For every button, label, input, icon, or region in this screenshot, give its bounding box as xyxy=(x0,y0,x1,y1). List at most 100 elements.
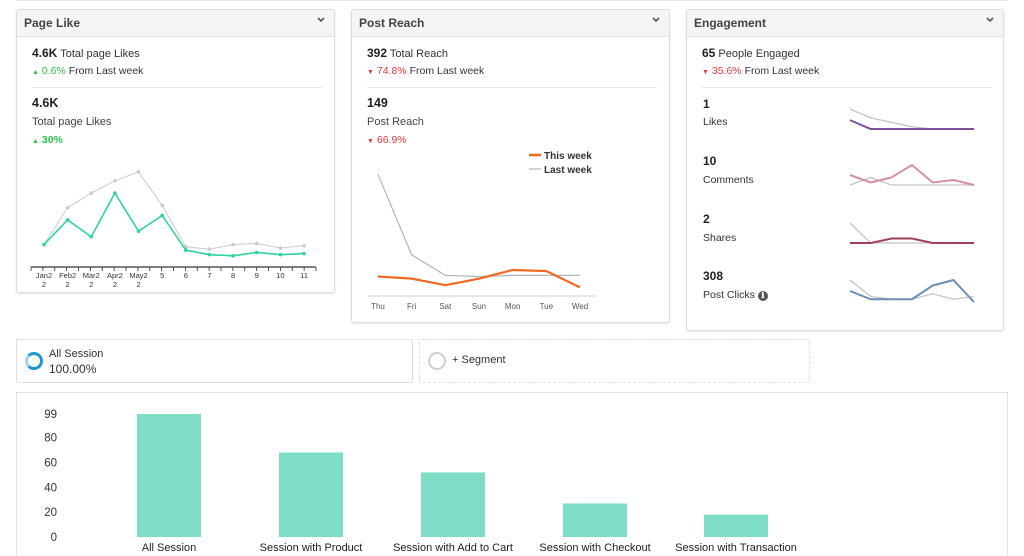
big-label: Post Reach xyxy=(367,116,424,128)
data-point xyxy=(207,252,212,257)
likes-sparkline xyxy=(849,108,974,130)
big-delta: ▼ 66.9% xyxy=(367,134,407,146)
data-point xyxy=(278,246,283,250)
x-tick-label: 2 xyxy=(136,280,140,289)
x-tick-label: Feb2 xyxy=(59,271,76,280)
x-tick-label: May2 xyxy=(129,271,147,280)
kpi-summary: 392 Total Reach xyxy=(367,46,448,60)
card-header: Post Reach xyxy=(352,10,669,37)
chevron-down-icon[interactable] xyxy=(650,14,662,26)
data-point xyxy=(89,234,94,239)
delta-percent: 74.8% xyxy=(376,65,407,77)
session-funnel-panel: 99 80 60 40 20 0 All Session Session with Produ… xyxy=(16,392,1008,556)
card-title: Page Like xyxy=(24,16,81,30)
x-tick-label: 2 xyxy=(113,280,117,289)
metric-value: 10 xyxy=(703,154,717,168)
big-value: 4.6K xyxy=(32,96,59,110)
big-delta-percent: 30% xyxy=(41,134,63,146)
data-point xyxy=(89,191,94,195)
x-tick-label: 9 xyxy=(255,271,259,280)
chevron-down-icon[interactable] xyxy=(984,14,996,26)
kpi-summary: 4.6K Total page Likes xyxy=(32,46,140,60)
x-tick-label: 7 xyxy=(207,271,211,280)
kpi-value: 4.6K xyxy=(32,46,58,60)
segment-ring-icon xyxy=(25,352,43,370)
data-point xyxy=(136,170,141,174)
x-tick-label: Thu xyxy=(371,302,385,311)
add-segment-label: + Segment xyxy=(452,354,506,366)
data-point xyxy=(65,218,70,222)
data-point xyxy=(302,251,306,256)
metric-value: 2 xyxy=(703,212,710,226)
info-icon[interactable]: ℹ xyxy=(757,291,768,301)
session-funnel-chart: 99 80 60 40 20 0 All Session Session with Produ… xyxy=(44,409,797,554)
post-reach-chart: This week Last week Thu Fri Sat Sun Mon Tue Wed xyxy=(368,151,595,311)
data-point xyxy=(160,203,164,208)
divider xyxy=(702,87,992,88)
current-line xyxy=(849,163,975,186)
up-arrow-icon: ▲ xyxy=(32,138,39,145)
bar xyxy=(137,414,201,537)
top-divider xyxy=(16,0,1008,1)
kpi-label: Total page Likes xyxy=(60,48,140,60)
metric-label: Comments xyxy=(703,174,754,186)
chevron-down-icon[interactable] xyxy=(315,14,327,26)
x-tick-label: 2 xyxy=(89,280,93,289)
series-line xyxy=(43,191,305,257)
data-point xyxy=(113,191,117,195)
divider xyxy=(32,87,322,88)
comments-sparkline xyxy=(849,163,975,186)
x-tick-label: Apr2 xyxy=(107,271,123,280)
card-title: Post Reach xyxy=(359,16,425,30)
bar xyxy=(421,472,485,537)
y-tick-label: 80 xyxy=(44,433,57,445)
kpi-value: 65 xyxy=(702,46,716,60)
segment-value: 100.00% xyxy=(49,362,97,376)
big-value: 149 xyxy=(367,96,388,110)
big-delta-percent: 66.9% xyxy=(376,134,407,146)
data-point xyxy=(42,242,46,247)
x-tick-label: Tue xyxy=(540,302,554,311)
x-tick-label: Jan2 xyxy=(36,271,52,280)
x-tick-label: 10 xyxy=(276,271,284,280)
x-tick-label: 2 xyxy=(42,280,46,289)
add-segment-button[interactable]: + Segment xyxy=(419,339,810,383)
data-point xyxy=(254,241,259,246)
y-tick-label: 60 xyxy=(44,457,57,469)
card-header: Page Like xyxy=(17,10,334,37)
series-line xyxy=(377,174,580,278)
x-tick-label: Session with Checkout xyxy=(539,542,650,554)
metric-value: 308 xyxy=(703,269,724,283)
kpi-summary: 65 People Engaged xyxy=(702,46,800,60)
delta-suffix: From Last week xyxy=(409,65,485,77)
big-delta: ▲ 30% xyxy=(32,134,63,146)
all-session-segment[interactable]: All Session 100.00% xyxy=(16,339,413,383)
data-point xyxy=(231,254,235,258)
x-tick-label: Session with Add to Cart xyxy=(393,542,513,554)
kpi-delta: ▲ 0.6% From Last week xyxy=(32,65,143,77)
x-tick-label: Wed xyxy=(572,302,588,311)
data-point xyxy=(160,213,164,218)
bar xyxy=(563,503,627,537)
kpi-value: 392 xyxy=(367,46,388,60)
down-arrow-icon: ▼ xyxy=(367,69,374,76)
previous-line xyxy=(849,176,974,186)
x-tick-label: 2 xyxy=(66,280,70,289)
previous-line xyxy=(849,222,974,244)
x-tick-label: 8 xyxy=(231,271,235,280)
segment-ring-icon xyxy=(428,352,446,370)
metric-label: Post Clicks ℹ xyxy=(703,289,768,301)
x-tick-label: Session with Product xyxy=(260,542,363,554)
engagement-card: Engagement 65 People Engaged ▼ 35.6% Fro… xyxy=(686,9,1004,331)
x-tick-label: All Session xyxy=(142,542,196,554)
kpi-label: People Engaged xyxy=(718,48,800,60)
x-tick-label: Mon xyxy=(505,302,521,311)
data-point xyxy=(231,242,235,247)
card-header: Engagement xyxy=(687,10,1003,37)
up-arrow-icon: ▲ xyxy=(32,69,39,76)
x-tick-label: Mar2 xyxy=(83,271,100,280)
post-reach-card: Post Reach 392 Total Reach ▼ 74.8% From … xyxy=(351,9,670,323)
metric-label: Likes xyxy=(703,116,728,128)
y-tick-label: 40 xyxy=(44,482,57,494)
